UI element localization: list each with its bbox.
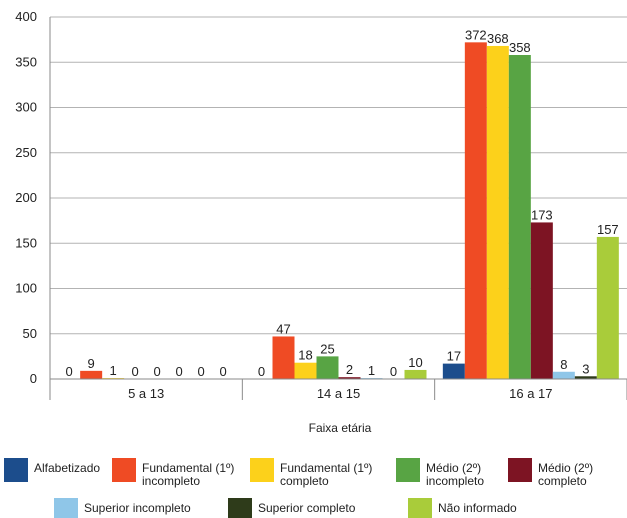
legend-item: Não informado bbox=[408, 498, 517, 518]
legend-item: Fundamental (1º) completo bbox=[250, 458, 372, 488]
legend-swatch bbox=[4, 458, 28, 482]
x-tick-label: 5 a 13 bbox=[128, 386, 164, 401]
legend-swatch bbox=[408, 498, 432, 518]
legend-label: Fundamental (1º) incompleto bbox=[142, 461, 235, 488]
bar bbox=[552, 371, 575, 379]
data-label: 0 bbox=[390, 364, 397, 379]
y-axis-ticks: 0 50 100 150 200 250 300 350 400 bbox=[15, 9, 37, 386]
data-label: 358 bbox=[509, 40, 531, 55]
data-label: 157 bbox=[597, 222, 619, 237]
x-axis: 5 a 13 14 a 15 16 a 17 bbox=[49, 17, 627, 401]
bar bbox=[442, 363, 465, 379]
bar bbox=[338, 377, 361, 379]
bar bbox=[530, 222, 553, 379]
legend-item: Alfabetizado bbox=[4, 458, 100, 482]
legend-label: Alfabetizado bbox=[34, 461, 101, 475]
x-tick-label: 14 a 15 bbox=[317, 386, 360, 401]
x-axis-title: Faixa etária bbox=[309, 421, 372, 435]
legend-label: Fundamental (1º) completo bbox=[280, 461, 373, 488]
data-label: 17 bbox=[447, 349, 461, 364]
y-tick-label: 200 bbox=[15, 190, 37, 205]
legend-swatch bbox=[54, 498, 78, 518]
bar bbox=[80, 370, 103, 379]
data-label: 1 bbox=[368, 363, 375, 378]
data-label: 173 bbox=[531, 207, 553, 222]
data-label: 0 bbox=[220, 364, 227, 379]
legend-swatch bbox=[508, 458, 532, 482]
data-label: 0 bbox=[132, 364, 139, 379]
bars bbox=[80, 42, 619, 380]
legend-swatch bbox=[112, 458, 136, 482]
data-label: 18 bbox=[298, 348, 312, 363]
legend-item: Fundamental (1º) incompleto bbox=[112, 458, 234, 488]
legend-label: Médio (2º) incompleto bbox=[426, 461, 485, 488]
legend-swatch bbox=[228, 498, 252, 518]
y-tick-label: 250 bbox=[15, 145, 37, 160]
bar bbox=[574, 376, 597, 379]
y-tick-label: 150 bbox=[15, 235, 37, 250]
data-label: 0 bbox=[176, 364, 183, 379]
y-tick-label: 0 bbox=[30, 371, 37, 386]
data-label: 0 bbox=[66, 364, 73, 379]
grid-layer bbox=[50, 16, 627, 335]
bar bbox=[294, 362, 317, 379]
legend-item: Superior completo bbox=[228, 498, 355, 518]
data-label: 3 bbox=[582, 361, 589, 376]
y-tick-label: 100 bbox=[15, 281, 37, 296]
legend-item: Superior incompleto bbox=[54, 498, 191, 518]
data-label: 0 bbox=[154, 364, 161, 379]
y-tick-label: 300 bbox=[15, 100, 37, 115]
data-label: 8 bbox=[560, 357, 567, 372]
legend-label: Superior incompleto bbox=[84, 501, 191, 515]
legend-item: Médio (2º) completo bbox=[508, 458, 593, 488]
bar bbox=[272, 336, 295, 379]
data-label: 0 bbox=[258, 364, 265, 379]
data-label: 1 bbox=[110, 363, 117, 378]
bar bbox=[596, 236, 619, 379]
data-label: 9 bbox=[88, 356, 95, 371]
legend-item: Médio (2º) incompleto bbox=[396, 458, 484, 488]
legend-label: Médio (2º) completo bbox=[538, 461, 594, 488]
data-label: 10 bbox=[408, 355, 422, 370]
legend-label: Não informado bbox=[438, 501, 517, 515]
legend-label: Superior completo bbox=[258, 501, 356, 515]
bar bbox=[316, 356, 339, 379]
bar bbox=[486, 45, 509, 380]
data-label: 372 bbox=[465, 27, 487, 42]
bar bbox=[464, 42, 487, 380]
data-label: 47 bbox=[276, 321, 290, 336]
legend-swatch bbox=[396, 458, 420, 482]
y-tick-label: 400 bbox=[15, 9, 37, 24]
bar bbox=[508, 55, 531, 379]
data-label: 2 bbox=[346, 362, 353, 377]
x-tick-label: 16 a 17 bbox=[509, 386, 552, 401]
data-label: 368 bbox=[487, 31, 509, 46]
data-label: 25 bbox=[320, 341, 334, 356]
data-label: 0 bbox=[198, 364, 205, 379]
y-tick-label: 50 bbox=[23, 326, 37, 341]
y-tick-label: 350 bbox=[15, 54, 37, 69]
bar bbox=[404, 369, 427, 379]
legend-swatch bbox=[250, 458, 274, 482]
